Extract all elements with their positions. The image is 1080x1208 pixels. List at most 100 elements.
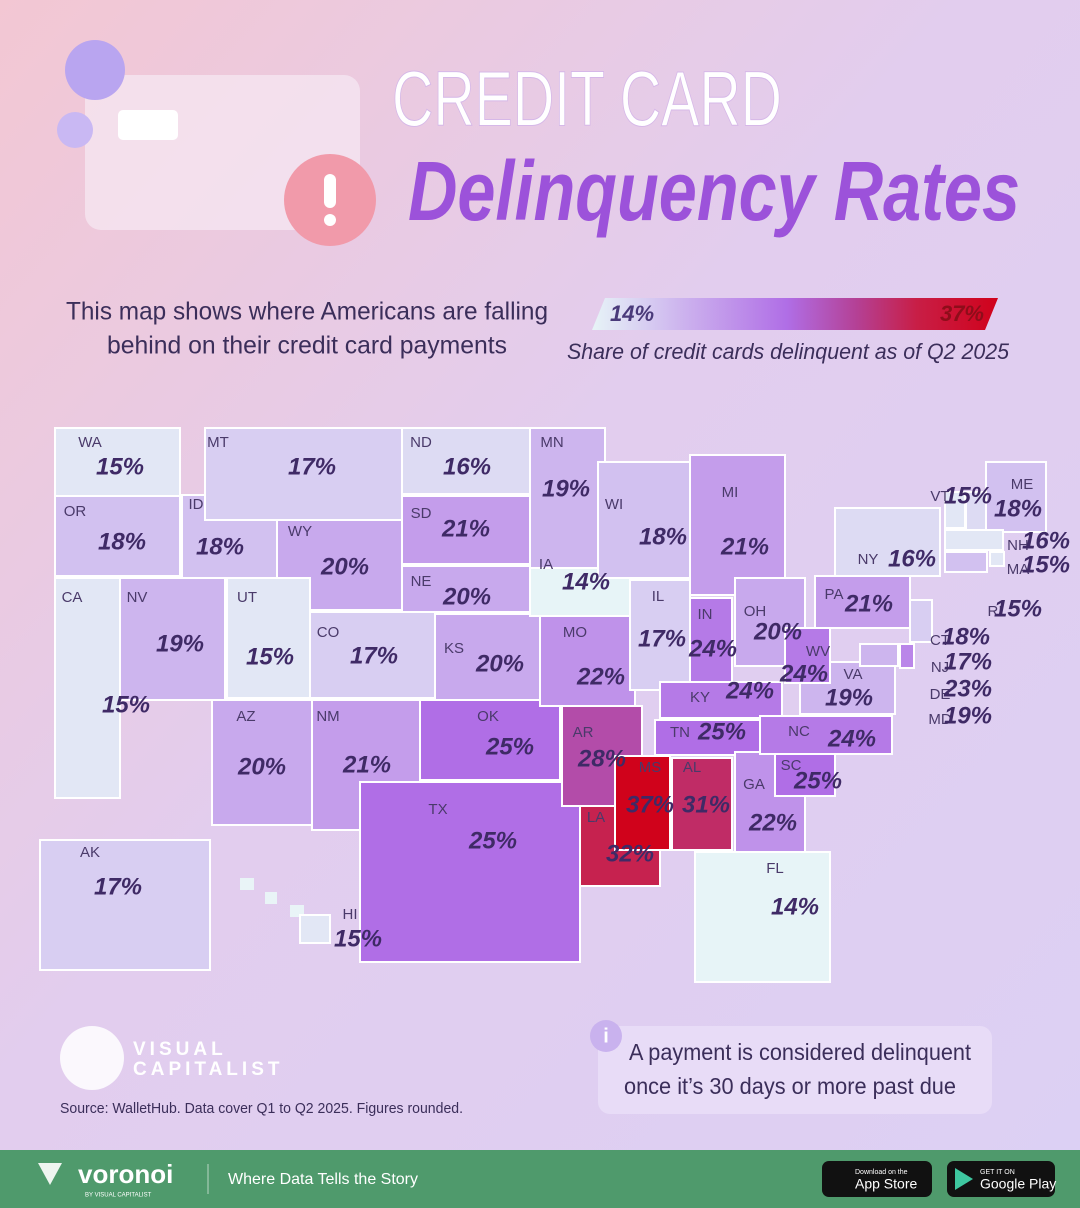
state bbox=[539, 615, 636, 707]
state-abbr: NC bbox=[788, 723, 810, 740]
state-abbr: TX bbox=[428, 801, 447, 818]
state-value: 25% bbox=[793, 767, 842, 794]
state-abbr: CO bbox=[317, 624, 340, 641]
state-value: 15% bbox=[944, 482, 992, 509]
title-line-2: Delinquency Rates bbox=[408, 144, 1020, 238]
state-value: 15% bbox=[246, 643, 294, 670]
note-box bbox=[598, 1026, 992, 1114]
state-value: 15% bbox=[102, 691, 150, 718]
state bbox=[211, 699, 313, 826]
state-value: 21% bbox=[844, 590, 893, 617]
play-icon bbox=[955, 1168, 973, 1190]
state-value: 20% bbox=[237, 753, 286, 780]
state bbox=[629, 579, 691, 691]
legend-max: 37% bbox=[940, 301, 984, 326]
state-abbr: HI bbox=[343, 906, 358, 923]
state-value: 16% bbox=[1022, 527, 1070, 554]
state bbox=[597, 461, 691, 579]
state bbox=[119, 577, 226, 701]
state bbox=[689, 454, 786, 596]
state-value: 16% bbox=[888, 545, 936, 572]
state-value: 19% bbox=[156, 630, 204, 657]
state-value: 22% bbox=[748, 809, 797, 836]
state bbox=[899, 643, 915, 669]
state bbox=[226, 577, 311, 699]
state-value: 20% bbox=[442, 583, 491, 610]
state-abbr: NV bbox=[127, 589, 148, 606]
badge-small: GET IT ON bbox=[980, 1169, 1015, 1176]
state-value: 18% bbox=[994, 495, 1042, 522]
state-abbr: ME bbox=[1011, 476, 1034, 493]
state-abbr: UT bbox=[237, 589, 257, 606]
state-abbr: MA bbox=[1007, 561, 1030, 578]
state-abbr: WI bbox=[605, 496, 623, 513]
state-abbr: TN bbox=[670, 724, 690, 741]
state-abbr: MS bbox=[639, 759, 662, 776]
state-abbr: NM bbox=[316, 708, 339, 725]
state-value: 32% bbox=[606, 840, 654, 867]
state-value: 15% bbox=[1022, 551, 1070, 578]
state-abbr: VA bbox=[844, 666, 863, 683]
state-value: 21% bbox=[342, 751, 391, 778]
state-abbr: ID bbox=[189, 496, 204, 513]
state-abbr: MO bbox=[563, 624, 587, 641]
logo-text: CAPITALIST bbox=[133, 1059, 283, 1080]
app-store-badge[interactable] bbox=[822, 1161, 932, 1197]
state bbox=[834, 507, 941, 577]
source: Source: WalletHub. Data cover Q1 to Q2 2… bbox=[60, 1100, 463, 1117]
state bbox=[944, 551, 988, 573]
state-value: 37% bbox=[626, 791, 674, 818]
state bbox=[989, 551, 1005, 567]
state bbox=[419, 699, 561, 781]
state-value: 17% bbox=[638, 625, 686, 652]
state-abbr: SD bbox=[411, 505, 432, 522]
map: WA 15% OR 18% CA 15% ID 18% MT 17% WY 20% NV 19% UT 15%… bbox=[39, 427, 1070, 983]
badge-small: Download on the bbox=[855, 1169, 908, 1176]
state bbox=[401, 565, 533, 613]
state-value: 17% bbox=[94, 873, 142, 900]
note: once it’s 30 days or more past due bbox=[624, 1073, 956, 1099]
state-value: 15% bbox=[96, 453, 144, 480]
state-abbr: ND bbox=[410, 434, 432, 451]
state-abbr: KY bbox=[690, 689, 710, 706]
state-value: 24% bbox=[779, 660, 828, 687]
subtitle: behind on their credit card payments bbox=[107, 332, 507, 360]
state bbox=[299, 914, 331, 944]
state-labels: WA 15% OR 18% CA 15% ID 18% MT 17% WY 20% NV 19% UT 15%… bbox=[62, 434, 1070, 952]
state-abbr: WA bbox=[78, 434, 102, 451]
state-abbr: RI bbox=[988, 603, 1003, 620]
state-abbr: SC bbox=[781, 757, 802, 774]
state-abbr: MT bbox=[207, 434, 229, 451]
state bbox=[54, 427, 181, 497]
state-abbr: LA bbox=[587, 809, 605, 826]
state-abbr: MI bbox=[722, 484, 739, 501]
state bbox=[944, 529, 1004, 551]
state-value: 20% bbox=[753, 618, 802, 645]
state bbox=[694, 851, 831, 983]
state bbox=[985, 461, 1047, 533]
state-value: 18% bbox=[639, 523, 687, 550]
state-abbr: PA bbox=[825, 586, 844, 603]
state-value: 24% bbox=[827, 725, 876, 752]
badge-large: App Store bbox=[855, 1176, 917, 1192]
google-play-badge[interactable] bbox=[947, 1161, 1055, 1197]
state-value: 14% bbox=[562, 568, 610, 595]
state bbox=[529, 427, 606, 569]
state-value: 15% bbox=[994, 595, 1042, 622]
state-value: 18% bbox=[196, 533, 244, 560]
state-value: 18% bbox=[942, 623, 990, 650]
state-value: 24% bbox=[688, 635, 737, 662]
state-abbr: MD bbox=[928, 711, 951, 728]
state-value: 25% bbox=[468, 827, 517, 854]
state-abbr: CA bbox=[62, 589, 83, 606]
state-abbr: OH bbox=[744, 603, 767, 620]
state-value: 20% bbox=[320, 553, 369, 580]
state-value: 17% bbox=[350, 642, 398, 669]
state-value: 25% bbox=[485, 733, 534, 760]
footer-brand: voronoi bbox=[78, 1159, 173, 1189]
state bbox=[859, 643, 899, 667]
state-abbr: NH bbox=[1007, 537, 1029, 554]
footer-by: BY VISUAL CAPITALIST bbox=[85, 1193, 152, 1199]
